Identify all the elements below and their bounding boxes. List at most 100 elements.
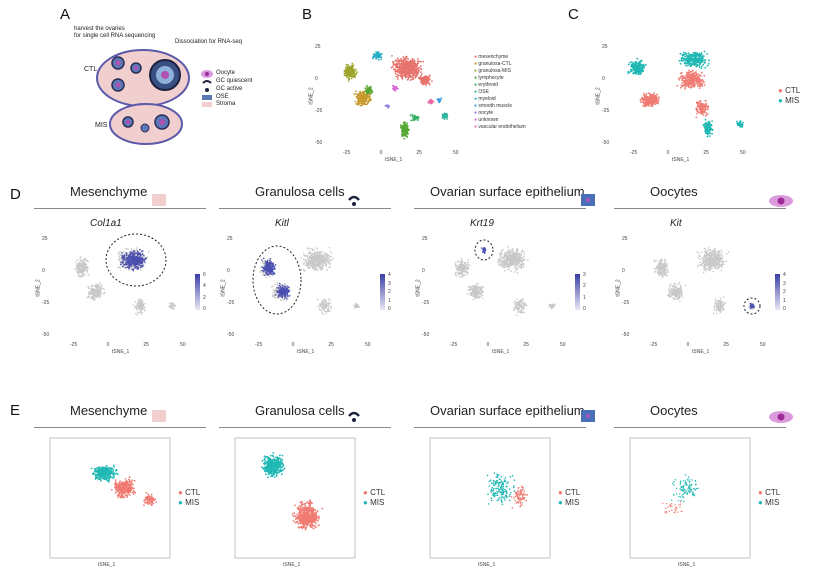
cell-point <box>399 63 402 66</box>
cell-point <box>638 65 641 68</box>
cell-point <box>692 82 695 85</box>
cell-point <box>79 256 82 258</box>
panel-label-b: B <box>302 6 313 23</box>
cell-point <box>700 67 703 70</box>
cell-point <box>352 68 355 71</box>
cell-point <box>397 74 399 76</box>
cell-point <box>711 128 714 131</box>
cell-point <box>323 301 325 304</box>
cell-point <box>264 266 266 268</box>
cell-point <box>423 82 426 85</box>
expression-color-scale <box>195 274 200 310</box>
cell-point <box>653 92 655 94</box>
cell-point <box>273 289 275 292</box>
cell-point <box>353 74 356 76</box>
cell-point <box>362 95 364 97</box>
cell-point <box>270 262 273 265</box>
cell-point <box>689 73 692 76</box>
cell-point <box>706 126 709 129</box>
cell-point <box>351 62 354 65</box>
cell-point <box>314 251 317 253</box>
cell-point <box>311 265 314 267</box>
cell-point <box>325 256 327 258</box>
cell-point <box>392 61 394 63</box>
cell-point <box>684 87 686 90</box>
cell-point <box>739 121 742 124</box>
cell-point <box>682 79 684 82</box>
cell-point <box>123 266 126 269</box>
cell-point <box>262 257 265 260</box>
cell-point <box>415 116 417 118</box>
cell-point <box>74 268 76 271</box>
cell-point <box>741 124 744 127</box>
cell-point <box>689 64 691 66</box>
cell-point <box>688 83 690 86</box>
cell-point <box>636 69 638 72</box>
cell-point <box>139 310 142 312</box>
cell-point <box>75 261 77 264</box>
gene-name: Kitl <box>275 218 289 229</box>
cell-point <box>137 307 139 309</box>
cell-point <box>355 90 357 93</box>
cell-point <box>416 64 419 66</box>
cell-point <box>273 295 275 297</box>
cell-point <box>322 254 325 256</box>
cell-point <box>688 69 690 72</box>
cell-point <box>132 255 134 257</box>
cell-point <box>705 125 708 128</box>
cell-point <box>685 64 687 67</box>
cell-point <box>689 78 692 81</box>
cell-point <box>367 102 369 104</box>
cell-point <box>82 263 85 266</box>
legend-ose: OSE <box>216 94 229 100</box>
cell-point <box>407 63 409 66</box>
cell-point <box>143 259 146 261</box>
cell-point <box>704 108 706 111</box>
cell-point <box>397 78 399 80</box>
cell-point <box>651 99 654 102</box>
cell-point <box>418 60 421 63</box>
cell-point <box>324 310 326 313</box>
cell-point <box>419 77 422 80</box>
cell-point <box>690 58 692 61</box>
cell-point <box>395 88 397 91</box>
cell-point <box>128 265 130 268</box>
cell-point <box>413 117 416 119</box>
cell-point <box>94 294 96 297</box>
cell-point <box>686 56 688 58</box>
cell-point <box>266 265 269 268</box>
cell-point <box>678 60 681 62</box>
cell-point <box>357 305 360 308</box>
cell-point <box>272 273 274 276</box>
cell-point <box>365 85 368 88</box>
cell-point <box>132 268 135 270</box>
cell-point <box>265 276 267 278</box>
cell-point <box>86 296 89 299</box>
cell-point <box>364 97 367 100</box>
cell-point <box>358 92 361 95</box>
cell-point <box>392 63 395 65</box>
cell-point <box>268 272 271 275</box>
cell-point <box>701 78 704 81</box>
cell-point <box>697 57 700 59</box>
cell-point <box>686 80 689 83</box>
cell-point <box>140 261 142 263</box>
cell-point <box>168 302 171 304</box>
cell-point <box>136 303 139 305</box>
cell-point <box>410 119 412 122</box>
cell-point <box>688 80 691 83</box>
cell-point <box>78 271 81 274</box>
cell-point <box>404 62 406 65</box>
cell-point <box>122 251 125 253</box>
cell-point <box>140 313 143 315</box>
cell-point <box>82 275 84 277</box>
cell-point <box>429 99 432 102</box>
cell-point <box>309 260 311 262</box>
cell-point <box>170 306 172 309</box>
cell-point <box>369 85 371 88</box>
cell-point <box>312 262 314 265</box>
cell-point <box>134 301 137 303</box>
cell-point <box>698 80 700 83</box>
cell-point <box>368 98 371 101</box>
cell-point <box>627 70 630 73</box>
